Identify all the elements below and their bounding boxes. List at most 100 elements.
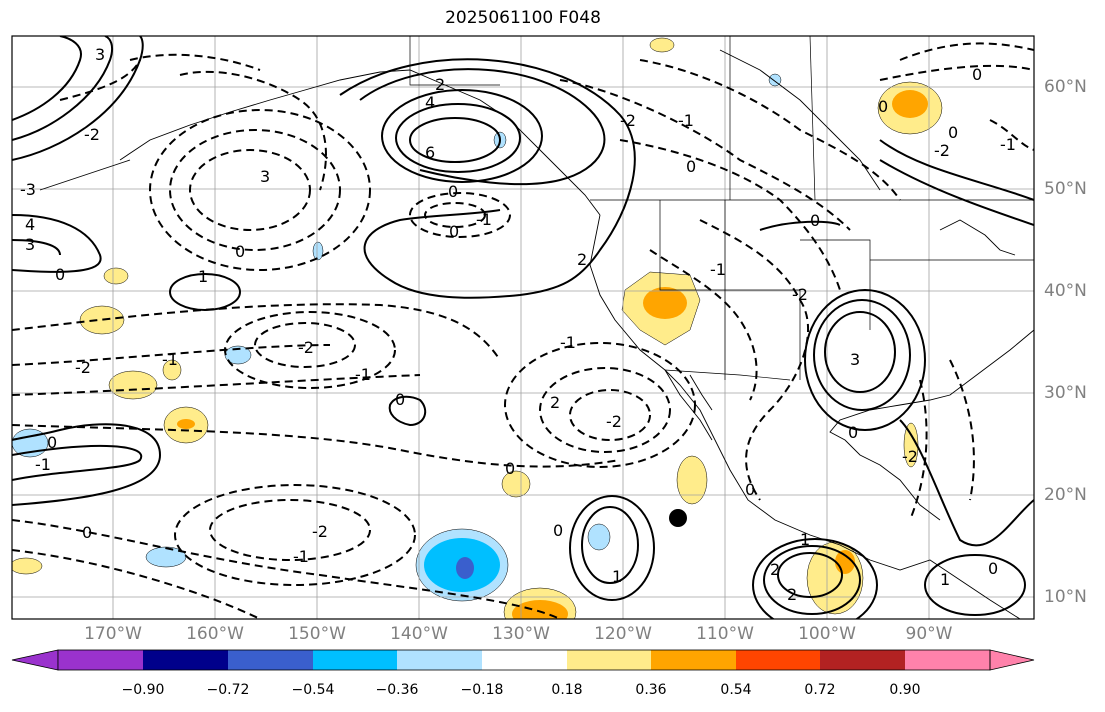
colorbar-segment: [905, 650, 990, 670]
borders: [409, 36, 1034, 381]
contour-label: -1: [560, 333, 576, 352]
contour-label: 4: [425, 93, 435, 112]
contour-label: 2: [435, 75, 445, 94]
contour-label: -2: [75, 358, 91, 377]
colorbar-segment: [567, 650, 651, 670]
aleutians: [39, 159, 131, 191]
contour-label: 1: [612, 567, 622, 586]
contour-label: 3: [850, 350, 860, 369]
contour-label: 0: [686, 157, 696, 176]
colorbar-tick: −0.54: [291, 682, 335, 698]
colorbar-tick: 0.54: [720, 682, 752, 698]
contour-label: 2: [787, 585, 797, 604]
colorbar-segment: [736, 650, 820, 670]
contour-label: 1: [800, 530, 810, 549]
shade-positive: [108, 370, 158, 400]
graticule: [12, 36, 1034, 619]
plot-title: 2025061100 F048: [445, 8, 601, 28]
lon-label-100W: 100°W: [798, 624, 856, 644]
contour-label: -2: [606, 412, 622, 431]
lon-label-160W: 160°W: [186, 624, 244, 644]
contour-label: -2: [792, 285, 808, 304]
lat-label-10N: 10°N: [1044, 587, 1087, 607]
contour-label: 0: [55, 265, 65, 284]
shade-positive-strong: [512, 600, 568, 619]
lon-label-90W: 90°W: [905, 624, 953, 644]
contour-label: 0: [235, 242, 245, 261]
lon-label-150W: 150°W: [288, 624, 346, 644]
shade-positive: [79, 305, 125, 335]
shade-negative: [587, 523, 611, 551]
contour-label: 0: [948, 123, 958, 142]
contour-labels: 0 0 0 0 0 0 0 0 0 0 0 0 0 0 0 0 0 -2 -2 …: [20, 45, 1016, 604]
lat-label-20N: 20°N: [1044, 485, 1087, 505]
contour-label: 0: [448, 182, 458, 201]
contour-label: 0: [82, 523, 92, 542]
colorbar: [11, 649, 1035, 671]
contour-label: 0: [848, 423, 858, 442]
shade-positive-strong: [643, 287, 687, 319]
lon-label-170W: 170°W: [84, 624, 142, 644]
contours-negative: [12, 42, 1034, 619]
shade-positive: [903, 422, 919, 468]
contour-label: 0: [988, 559, 998, 578]
colorbar-segment: [143, 650, 228, 670]
contour-label: -1: [476, 210, 492, 229]
contour-label: 3: [260, 167, 270, 186]
contour-label: 2: [770, 560, 780, 579]
gulf-coast: [829, 329, 1034, 521]
colorbar-extend-min: [11, 649, 59, 671]
alaska-coast: [119, 69, 601, 216]
contour-label: -2: [298, 338, 314, 357]
lat-label-40N: 40°N: [1044, 281, 1087, 301]
lon-label-140W: 140°W: [390, 624, 448, 644]
colorbar-segment: [397, 650, 482, 670]
contour-label: 3: [95, 45, 105, 64]
lon-label-120W: 120°W: [594, 624, 652, 644]
shade-positive: [501, 470, 531, 498]
colorbar-segment: [228, 650, 313, 670]
contour-label: -1: [162, 350, 178, 369]
colorbar-segment: [58, 650, 143, 670]
shade-positive: [12, 557, 43, 575]
contour-label: -2: [312, 522, 328, 541]
contour-label: 0: [553, 521, 563, 540]
map-frame: [11, 35, 1035, 620]
colorbar-segment: [820, 650, 905, 670]
great-lakes: [939, 219, 1016, 256]
colorbar-tick: −0.72: [206, 682, 250, 698]
contour-label: -1: [293, 547, 309, 566]
lat-label-50N: 50°N: [1044, 179, 1087, 199]
shade-positive-strong: [892, 90, 928, 118]
shade-positive: [162, 359, 182, 381]
colorbar-tick: 0.72: [804, 682, 836, 698]
colorbar-tick: 0.36: [635, 682, 667, 698]
lat-label-30N: 30°N: [1044, 383, 1087, 403]
map-background: [12, 36, 1034, 619]
contour-label: 2: [577, 250, 587, 269]
contour-label: 0: [449, 222, 459, 241]
contour-label: 6: [425, 143, 435, 162]
lon-label-110W: 110°W: [696, 624, 754, 644]
contour-label: 0: [810, 211, 820, 230]
shade-positive-strong: [177, 419, 195, 429]
contour-label: -1: [1000, 135, 1016, 154]
baja-california: [664, 369, 713, 441]
colorbar-tick: 0.18: [551, 682, 583, 698]
contour-label: 1: [940, 570, 950, 589]
contour-label: -2: [620, 111, 636, 130]
colorbar-extend-max: [989, 649, 1035, 671]
contour-label: -2: [902, 447, 918, 466]
black-dot: [669, 509, 687, 527]
contour-label: 4: [25, 215, 35, 234]
colorbar-segment: [651, 650, 736, 670]
colorbar-tick: −0.36: [375, 682, 419, 698]
colorbar-frame: [57, 649, 991, 671]
shade-positive: [103, 267, 129, 285]
contour-label: 0: [47, 433, 57, 452]
coastlines: [39, 49, 1034, 619]
shade-negative: [312, 241, 324, 261]
contour-label: -1: [710, 260, 726, 279]
contour-label: -1: [355, 365, 371, 384]
